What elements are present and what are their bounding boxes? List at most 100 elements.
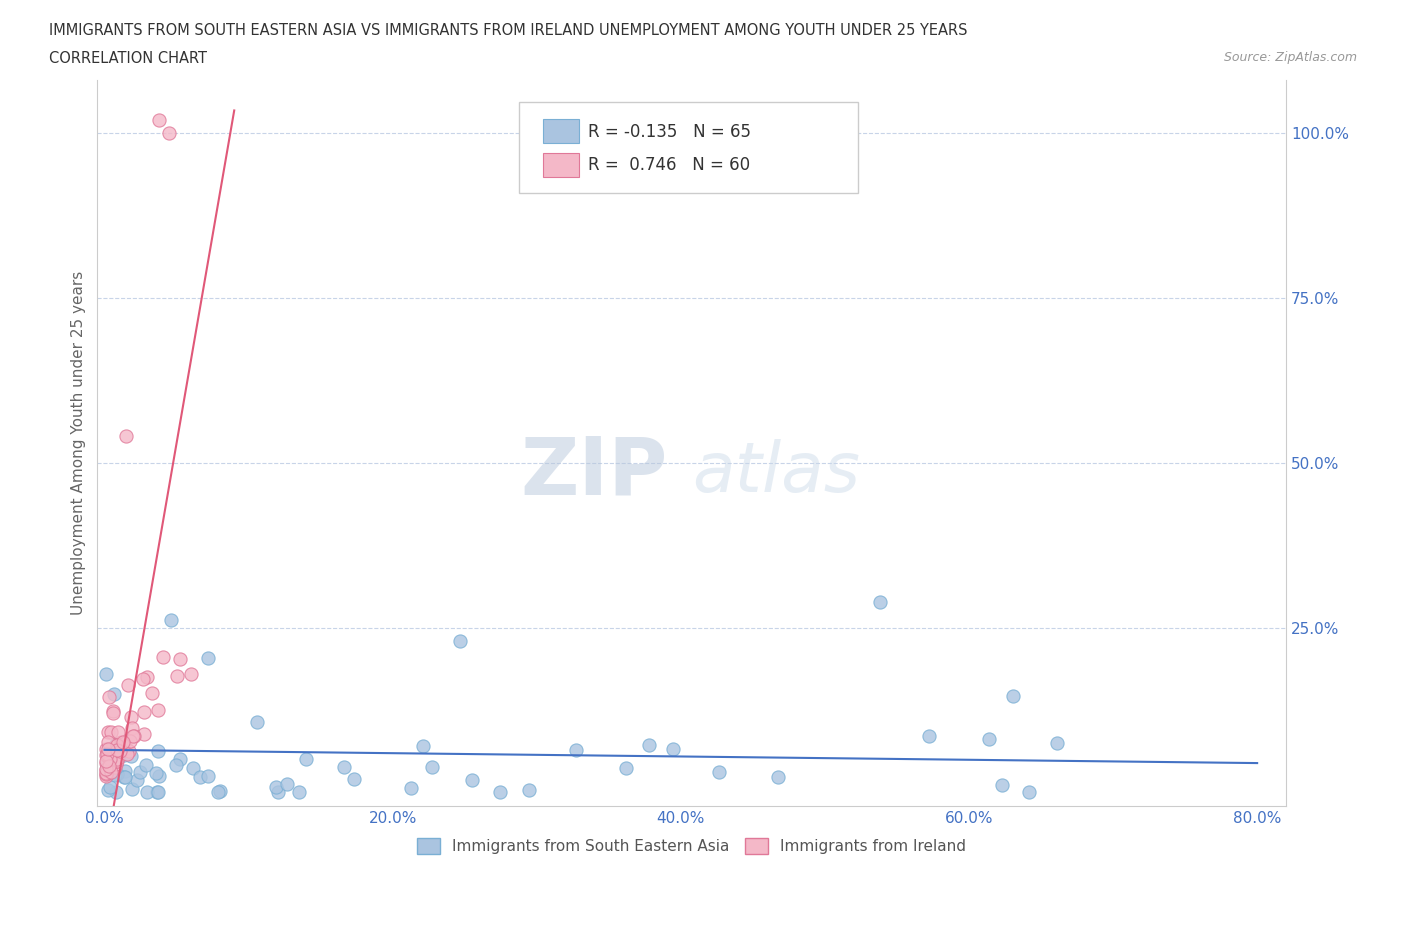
- Point: [97, 724, 120, 739]
- Point: [94, 766, 117, 781]
- Point: [412, 738, 434, 753]
- Point: [295, 751, 318, 766]
- Point: [276, 777, 298, 791]
- Point: [121, 729, 143, 744]
- Y-axis label: Unemployment Among Youth under 25 years: Unemployment Among Youth under 25 years: [72, 271, 86, 615]
- Point: [103, 747, 125, 762]
- Point: [766, 770, 789, 785]
- Point: [101, 705, 124, 720]
- Point: [100, 724, 122, 739]
- Text: ZIP: ZIP: [520, 433, 668, 512]
- Point: [146, 703, 169, 718]
- Text: CORRELATION CHART: CORRELATION CHART: [49, 51, 207, 66]
- Point: [1002, 688, 1025, 703]
- Point: [100, 764, 122, 779]
- Point: [136, 670, 159, 684]
- Point: [264, 780, 287, 795]
- Legend: Immigrants from South Eastern Asia, Immigrants from Ireland: Immigrants from South Eastern Asia, Immi…: [411, 831, 972, 860]
- Point: [166, 669, 188, 684]
- Point: [110, 734, 132, 749]
- Point: [107, 751, 129, 765]
- Point: [94, 768, 117, 783]
- Text: R =  0.746   N = 60: R = 0.746 N = 60: [588, 156, 751, 174]
- Point: [105, 737, 128, 751]
- Point: [105, 766, 128, 781]
- Point: [97, 750, 120, 764]
- Point: [267, 785, 290, 800]
- Point: [169, 652, 191, 667]
- Point: [115, 740, 138, 755]
- Text: IMMIGRANTS FROM SOUTH EASTERN ASIA VS IMMIGRANTS FROM IRELAND UNEMPLOYMENT AMONG: IMMIGRANTS FROM SOUTH EASTERN ASIA VS IM…: [49, 23, 967, 38]
- Point: [401, 781, 423, 796]
- Point: [104, 759, 127, 774]
- FancyBboxPatch shape: [543, 119, 579, 143]
- Point: [94, 667, 117, 682]
- Point: [94, 755, 117, 770]
- Point: [97, 742, 120, 757]
- Point: [207, 785, 229, 800]
- Point: [1046, 736, 1069, 751]
- Point: [94, 748, 117, 763]
- Point: [107, 725, 129, 740]
- Point: [148, 768, 170, 783]
- Point: [115, 429, 138, 444]
- Point: [105, 784, 128, 799]
- Point: [128, 764, 150, 779]
- Point: [519, 782, 541, 797]
- Text: Source: ZipAtlas.com: Source: ZipAtlas.com: [1223, 51, 1357, 64]
- Point: [104, 767, 127, 782]
- Point: [97, 735, 120, 750]
- Point: [146, 785, 169, 800]
- Point: [152, 650, 174, 665]
- Point: [148, 113, 170, 127]
- Point: [97, 783, 120, 798]
- Point: [120, 749, 142, 764]
- Point: [114, 764, 136, 778]
- Point: [94, 762, 117, 777]
- Point: [145, 765, 167, 780]
- Point: [135, 758, 157, 773]
- Point: [97, 762, 120, 777]
- Point: [1018, 785, 1040, 800]
- Point: [132, 726, 155, 741]
- Text: R = -0.135   N = 65: R = -0.135 N = 65: [588, 123, 751, 140]
- Point: [118, 734, 141, 749]
- Point: [489, 785, 512, 800]
- Point: [105, 737, 128, 752]
- Point: [103, 687, 125, 702]
- Point: [122, 729, 145, 744]
- Point: [101, 703, 124, 718]
- Point: [169, 751, 191, 766]
- Point: [977, 732, 1000, 747]
- Point: [98, 750, 121, 764]
- Point: [100, 751, 122, 766]
- Point: [117, 678, 139, 693]
- Point: [111, 735, 134, 750]
- Point: [98, 690, 121, 705]
- Point: [141, 685, 163, 700]
- Point: [181, 761, 204, 776]
- Point: [449, 633, 471, 648]
- Point: [97, 748, 120, 763]
- Point: [146, 744, 169, 759]
- Point: [157, 126, 180, 140]
- Point: [110, 743, 132, 758]
- Text: atlas: atlas: [692, 439, 859, 506]
- Point: [94, 754, 117, 769]
- Point: [209, 783, 232, 798]
- Point: [104, 753, 127, 768]
- Point: [105, 753, 128, 768]
- Point: [101, 740, 124, 755]
- Point: [96, 762, 118, 777]
- Point: [343, 772, 366, 787]
- Point: [105, 737, 128, 752]
- Point: [637, 737, 659, 752]
- Point: [662, 742, 685, 757]
- Point: [121, 781, 143, 796]
- Point: [180, 667, 202, 682]
- Point: [461, 773, 484, 788]
- Point: [148, 785, 170, 800]
- Point: [991, 777, 1014, 792]
- Point: [114, 770, 136, 785]
- Point: [100, 779, 122, 794]
